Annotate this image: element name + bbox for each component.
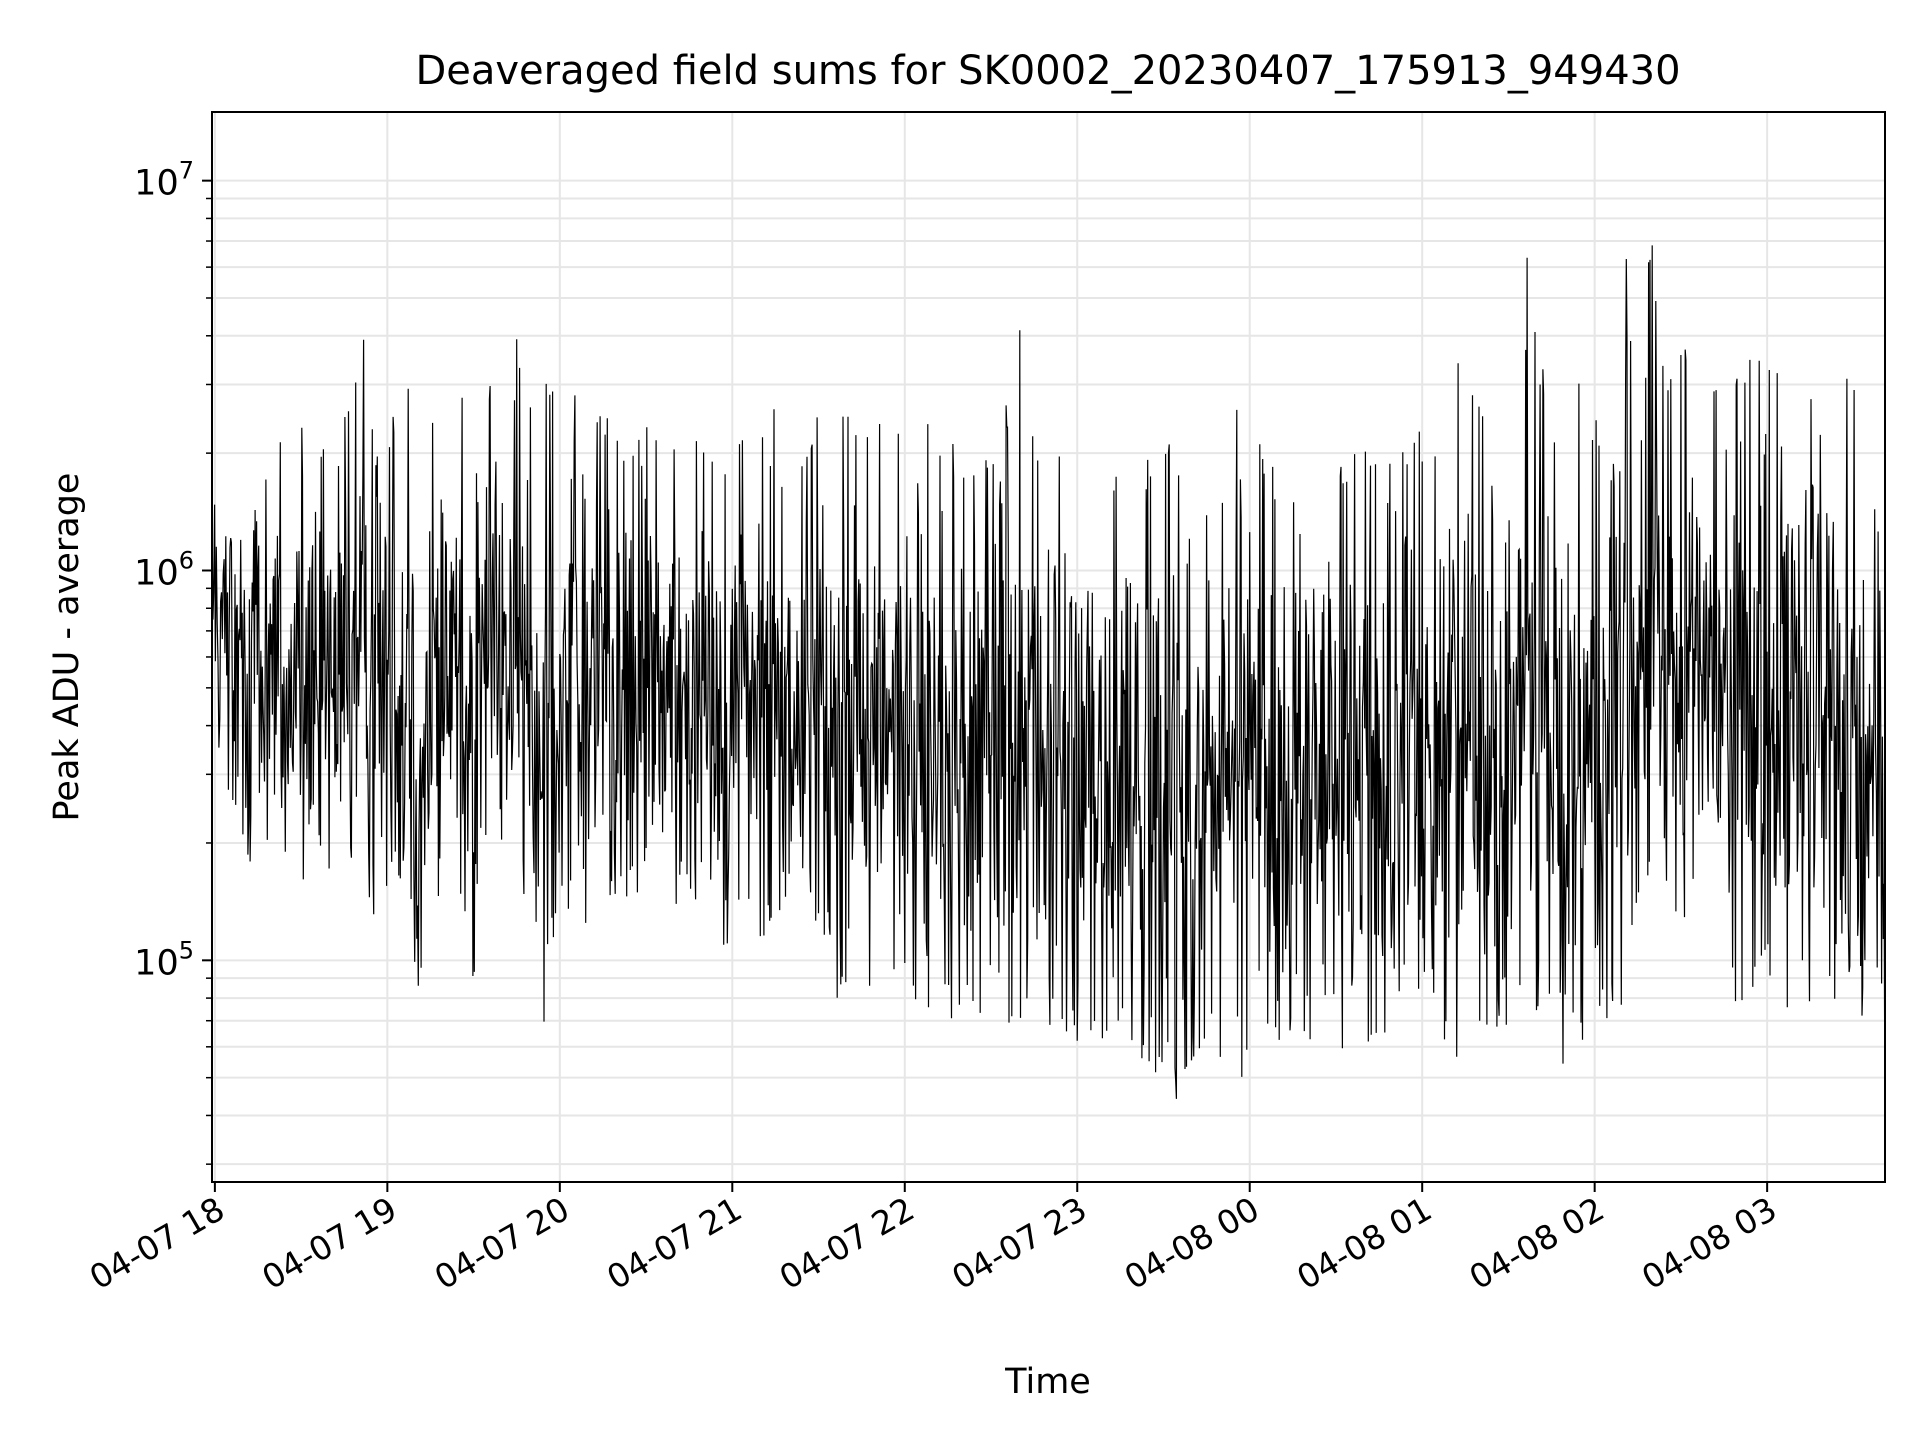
chart-title: Deaveraged field sums for SK0002_2023040… (415, 48, 1680, 94)
x-axis-label: Time (1004, 1362, 1091, 1402)
y-tick-label: 107 (134, 157, 194, 204)
axes-frame (211, 111, 1886, 1183)
y-minor-ticks (206, 197, 212, 1165)
y-axis-ticks: 105 106 107 (134, 157, 212, 983)
series-line (212, 245, 1885, 1134)
series-line-group (212, 245, 1885, 1134)
y-tick-label: 105 (134, 936, 194, 983)
y-tick-label: 106 (134, 546, 194, 593)
plot-area (212, 245, 1885, 1134)
y-axis-label: Peak ADU - average (47, 473, 87, 822)
